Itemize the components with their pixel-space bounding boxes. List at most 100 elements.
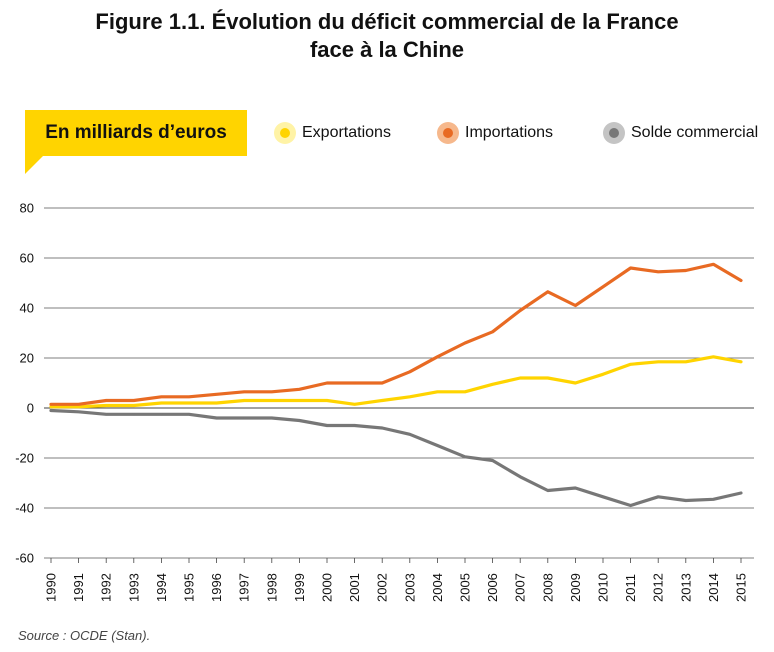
y-tick-label: 0 xyxy=(27,401,34,416)
data-point-importations xyxy=(215,393,218,396)
data-point-solde-commercial xyxy=(105,413,108,416)
x-tick-label: 1993 xyxy=(126,573,141,602)
data-point-exportations xyxy=(160,401,163,405)
data-point-solde-commercial xyxy=(132,413,135,416)
chart-title-line-2: face à la Chine xyxy=(309,37,465,62)
data-point-importations xyxy=(491,330,494,333)
x-tick-label: 2005 xyxy=(458,573,473,602)
data-point-importations xyxy=(160,395,163,398)
x-tick-label: 1996 xyxy=(209,573,224,602)
data-point-importations xyxy=(657,270,660,273)
legend-item-solde-commercial: Solde commercial xyxy=(603,122,758,144)
x-tick-label: 2000 xyxy=(320,573,335,602)
legend-item-importations: Importations xyxy=(437,122,553,144)
y-tick-label: 60 xyxy=(20,251,34,266)
data-point-importations xyxy=(546,290,549,293)
data-point-exportations xyxy=(463,390,467,393)
data-point-importations xyxy=(601,285,605,288)
x-tick-label: 2009 xyxy=(568,573,583,602)
source-note: Source : OCDE (Stan). xyxy=(18,628,151,643)
series-line-solde-commercial xyxy=(49,408,743,508)
data-point-solde-commercial xyxy=(298,419,301,422)
data-point-exportations xyxy=(739,360,743,363)
data-point-exportations xyxy=(436,390,439,393)
x-tick-label: 2013 xyxy=(678,573,693,602)
y-axis-ticks: 80 60 40 20 0 -20 -40 -60 xyxy=(15,201,34,566)
y-tick-label: -40 xyxy=(15,501,34,516)
x-tick-label: 2001 xyxy=(347,573,362,602)
data-point-importations xyxy=(381,381,384,385)
data-point-exportations xyxy=(353,403,356,406)
x-tick-label: 1997 xyxy=(237,573,252,602)
data-point-solde-commercial xyxy=(574,486,577,490)
x-tick-label: 2012 xyxy=(651,573,666,602)
data-point-solde-commercial xyxy=(243,416,246,420)
data-point-exportations xyxy=(491,383,494,386)
data-point-importations xyxy=(353,381,356,385)
data-point-exportations xyxy=(629,363,632,366)
data-point-solde-commercial xyxy=(491,459,494,462)
x-tick-label: 1990 xyxy=(44,573,59,602)
legend-label-exportations: Exportations xyxy=(302,124,391,141)
x-tick-label: 1998 xyxy=(264,573,279,602)
series-lines xyxy=(49,262,743,508)
y-tick-label: 20 xyxy=(20,351,34,366)
data-point-exportations xyxy=(574,381,577,385)
unit-label-tag-fold xyxy=(25,156,43,174)
legend-marker-exportations-icon xyxy=(274,122,296,144)
data-point-importations xyxy=(436,355,439,358)
data-point-solde-commercial xyxy=(49,409,53,412)
x-tick-label: 2004 xyxy=(430,573,445,602)
x-tick-label: 2015 xyxy=(734,573,749,602)
data-point-solde-commercial xyxy=(325,424,329,427)
data-point-importations xyxy=(712,263,715,266)
legend-marker-importations-icon xyxy=(437,122,459,144)
data-point-importations xyxy=(187,395,191,398)
data-point-exportations xyxy=(215,401,218,405)
data-point-exportations xyxy=(546,376,549,380)
data-point-exportations xyxy=(298,399,301,402)
legend-label-solde-commercial: Solde commercial xyxy=(631,124,759,141)
x-tick-label: 2010 xyxy=(596,573,611,602)
data-point-solde-commercial xyxy=(160,413,163,416)
x-tick-label: 1992 xyxy=(99,573,114,602)
data-point-exportations xyxy=(187,401,191,405)
data-point-exportations xyxy=(49,405,53,408)
data-point-exportations xyxy=(408,395,411,398)
x-tick-label: 1995 xyxy=(182,573,197,602)
data-point-exportations xyxy=(105,404,108,407)
x-tick-label: 2002 xyxy=(375,573,390,602)
data-point-exportations xyxy=(381,399,384,402)
data-point-exportations xyxy=(132,404,135,407)
data-point-importations xyxy=(298,388,301,391)
data-point-importations xyxy=(684,269,687,272)
legend-marker-solde-commercial-icon xyxy=(603,122,625,144)
data-point-solde-commercial xyxy=(187,413,191,416)
unit-label: En milliards d’euros xyxy=(45,122,227,143)
data-point-solde-commercial xyxy=(215,416,218,420)
x-tick-label: 2014 xyxy=(706,573,721,602)
data-point-solde-commercial xyxy=(77,410,80,413)
data-point-importations xyxy=(105,399,108,402)
x-tick-label: 2011 xyxy=(623,574,638,602)
data-point-solde-commercial xyxy=(463,455,467,458)
data-point-importations xyxy=(325,381,329,385)
legend-label-importations: Importations xyxy=(465,124,554,141)
x-tick-label: 1991 xyxy=(71,573,86,602)
x-tick-label: 2008 xyxy=(540,573,555,602)
data-point-solde-commercial xyxy=(629,504,632,507)
data-point-solde-commercial xyxy=(270,416,273,420)
series-line-importations xyxy=(49,262,743,406)
data-point-exportations xyxy=(657,360,660,363)
x-axis-ticks: 1990 1991 1992 1993 1994 1995 1996 1997 1998 1999… xyxy=(44,558,749,602)
data-point-importations xyxy=(132,399,135,402)
data-point-importations xyxy=(408,370,411,373)
chart-title-line-1: Figure 1.1. Évolution du déficit commerc… xyxy=(95,9,679,34)
y-tick-label: -60 xyxy=(15,551,34,566)
series-line-exportations xyxy=(49,355,743,409)
data-point-exportations xyxy=(601,373,605,376)
data-point-exportations xyxy=(519,376,522,380)
data-point-importations xyxy=(463,341,467,345)
data-point-solde-commercial xyxy=(712,498,715,501)
data-point-importations xyxy=(574,304,577,307)
